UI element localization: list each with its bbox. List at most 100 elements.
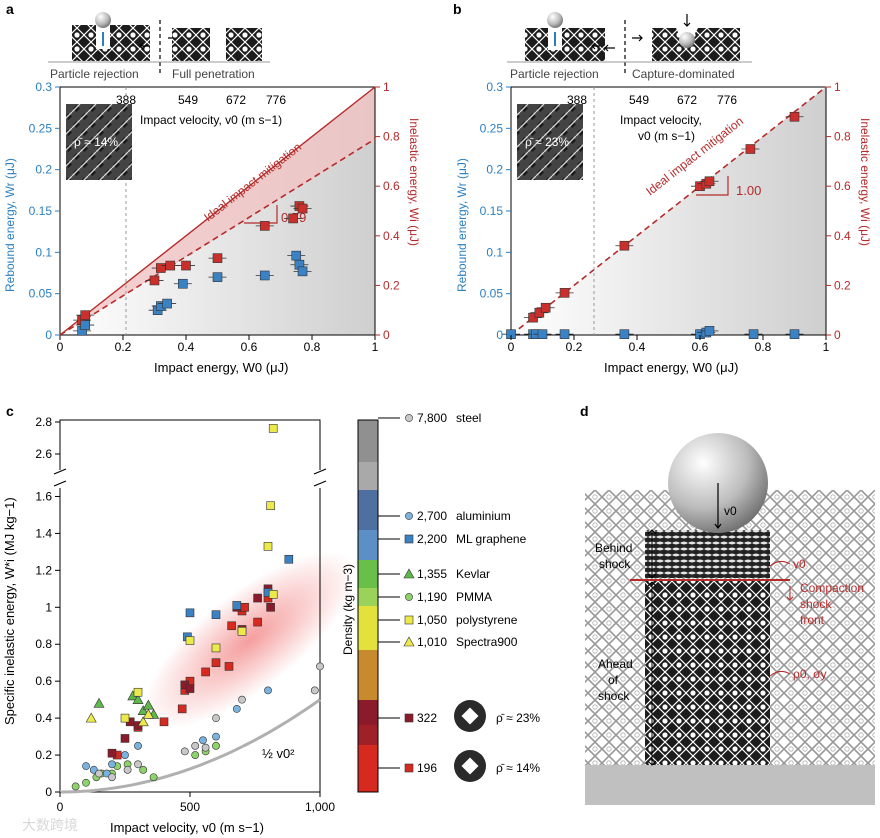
panel-c-label: c	[6, 403, 14, 419]
material-marker	[212, 732, 220, 741]
panel-a-ylabel-right: Inelastic energy, Wi (μJ)	[407, 118, 421, 246]
lattice-cell-hole	[461, 757, 479, 775]
y-right-tick-label: 1	[834, 80, 841, 94]
legend-name: ρ̄ ≈ 14%	[496, 761, 540, 775]
y-left-tick-label: 0.1	[486, 245, 503, 259]
panel-d-v0-red: v0	[793, 557, 806, 571]
material-marker	[253, 593, 262, 603]
inelastic-marker	[619, 240, 630, 251]
panel-b-left-ticks: 0 0.05 0.1 0.15 0.2 0.25 0.3	[480, 80, 511, 342]
legend-name: ρ̄ ≈ 23%	[496, 711, 540, 725]
panel-b-markers	[502, 111, 804, 339]
rebound-marker	[162, 298, 172, 309]
legend-value: 1,010	[417, 635, 447, 649]
legend-name: Spectra900	[456, 635, 518, 649]
material-marker	[121, 751, 129, 759]
top-tick-label: 776	[717, 93, 737, 107]
inelastic-marker	[212, 253, 223, 263]
y-left-tick-label: 0.15	[29, 204, 53, 218]
y-left-tick-label: 0.15	[480, 204, 504, 218]
y-right-tick-label: 0.6	[834, 179, 851, 193]
panel-d-ahead-3: shock	[598, 689, 630, 703]
legend-marker	[405, 414, 413, 422]
legend-marker	[404, 763, 414, 773]
material-marker	[211, 610, 221, 619]
y-left-tick-label: 0	[45, 328, 52, 342]
y-right-tick-label: 0.4	[383, 229, 400, 243]
panel-a-ylabel-left: Rebound energy, Wr (μJ)	[3, 158, 17, 292]
panel-b-top-label: Impact velocity,	[620, 113, 702, 127]
material-marker	[191, 741, 200, 750]
x-tick-label: 0	[57, 800, 64, 814]
legend-value: 322	[417, 711, 437, 725]
lattice-cell-hole	[461, 707, 479, 725]
panel-b-top-label-unit: v0 (m s−1)	[638, 129, 695, 143]
top-tick-label: 549	[178, 93, 198, 107]
material-marker	[284, 554, 294, 564]
material-marker	[266, 501, 275, 511]
legend-marker	[405, 512, 413, 520]
material-marker	[137, 705, 149, 716]
legend-value: 1,190	[417, 590, 447, 604]
material-marker	[120, 713, 130, 723]
x-tick-label: 0.4	[629, 340, 646, 354]
y-right-tick-label: 0.6	[383, 179, 400, 193]
material-marker	[132, 694, 144, 704]
legend-name: Kevlar	[456, 567, 490, 581]
x-tick-label: 0.6	[692, 340, 709, 354]
panel-b-ideal-line	[510, 86, 827, 336]
y-tick-label: 0.6	[35, 674, 52, 688]
panel-b-ylabel-left: Rebound energy, Wr (μJ)	[455, 158, 469, 292]
inelastic-marker	[165, 260, 176, 271]
material-marker	[237, 627, 247, 636]
panel-d-front-1: Compaction	[800, 581, 864, 595]
panel-a-label: a	[6, 1, 14, 17]
y-left-tick-label: 0	[496, 328, 503, 342]
x-tick-label: 0	[508, 340, 515, 354]
x-tick-label: 1	[823, 340, 830, 354]
legend-marker	[403, 568, 415, 579]
y-left-tick-label: 0.3	[486, 80, 503, 94]
material-marker	[85, 712, 97, 723]
legend-value: 2,200	[417, 532, 447, 546]
y-right-tick-label: 0.4	[834, 229, 851, 243]
panel-b-top-ticks: 388 549 672 776	[567, 93, 737, 107]
panel-d-ahead-2: of	[608, 673, 619, 687]
panel-a-regime-right: Full penetration	[172, 67, 255, 81]
top-tick-label: 388	[567, 93, 587, 107]
x-tick-label: 1,000	[305, 800, 335, 814]
material-marker	[93, 697, 105, 708]
legend-value: 2,700	[417, 509, 447, 523]
material-marker	[211, 658, 221, 668]
material-marker	[227, 621, 236, 631]
panel-b-schematic-right	[652, 14, 740, 61]
y-tick-label: 1.6	[35, 489, 52, 503]
legend-value: 1,050	[417, 613, 447, 627]
x-tick-label: 0.8	[755, 340, 772, 354]
inelastic-marker	[559, 288, 570, 298]
top-tick-label: 672	[677, 93, 697, 107]
material-marker	[185, 636, 195, 645]
material-marker	[316, 662, 324, 671]
panel-b-label: b	[453, 1, 462, 17]
panel-d: d v0 Behind shock Ahead of shock v0 Comp…	[580, 403, 875, 805]
y-tick-label: 0.4	[35, 711, 52, 725]
y-right-tick-label: 0	[834, 328, 841, 342]
material-marker	[240, 602, 249, 612]
material-marker	[185, 608, 195, 618]
top-tick-label: 388	[116, 93, 136, 107]
legend-marker	[403, 636, 415, 647]
y-right-tick-label: 0.8	[383, 130, 400, 144]
panel-b-right-ticks: 0 0.2 0.4 0.6 0.8 1	[826, 80, 851, 342]
inelastic-marker	[528, 312, 538, 323]
material-marker	[253, 617, 262, 627]
material-marker	[199, 736, 207, 745]
rebound-marker	[212, 272, 223, 282]
panel-c-plot: ½ v0² 0 0.2 0.4 0.6 0.8 1 1.2 1.4 1.6 2.6 2.8 0 500…	[2, 415, 357, 835]
panel-d-uncompacted-zone	[645, 580, 770, 765]
x-tick-label: 0	[57, 340, 64, 354]
rebound-marker	[537, 329, 548, 339]
panel-d-rho-sigma: ρ0, σy	[793, 667, 827, 681]
y-right-tick-label: 1	[383, 80, 390, 94]
y-tick-label: 1.2	[35, 563, 52, 577]
